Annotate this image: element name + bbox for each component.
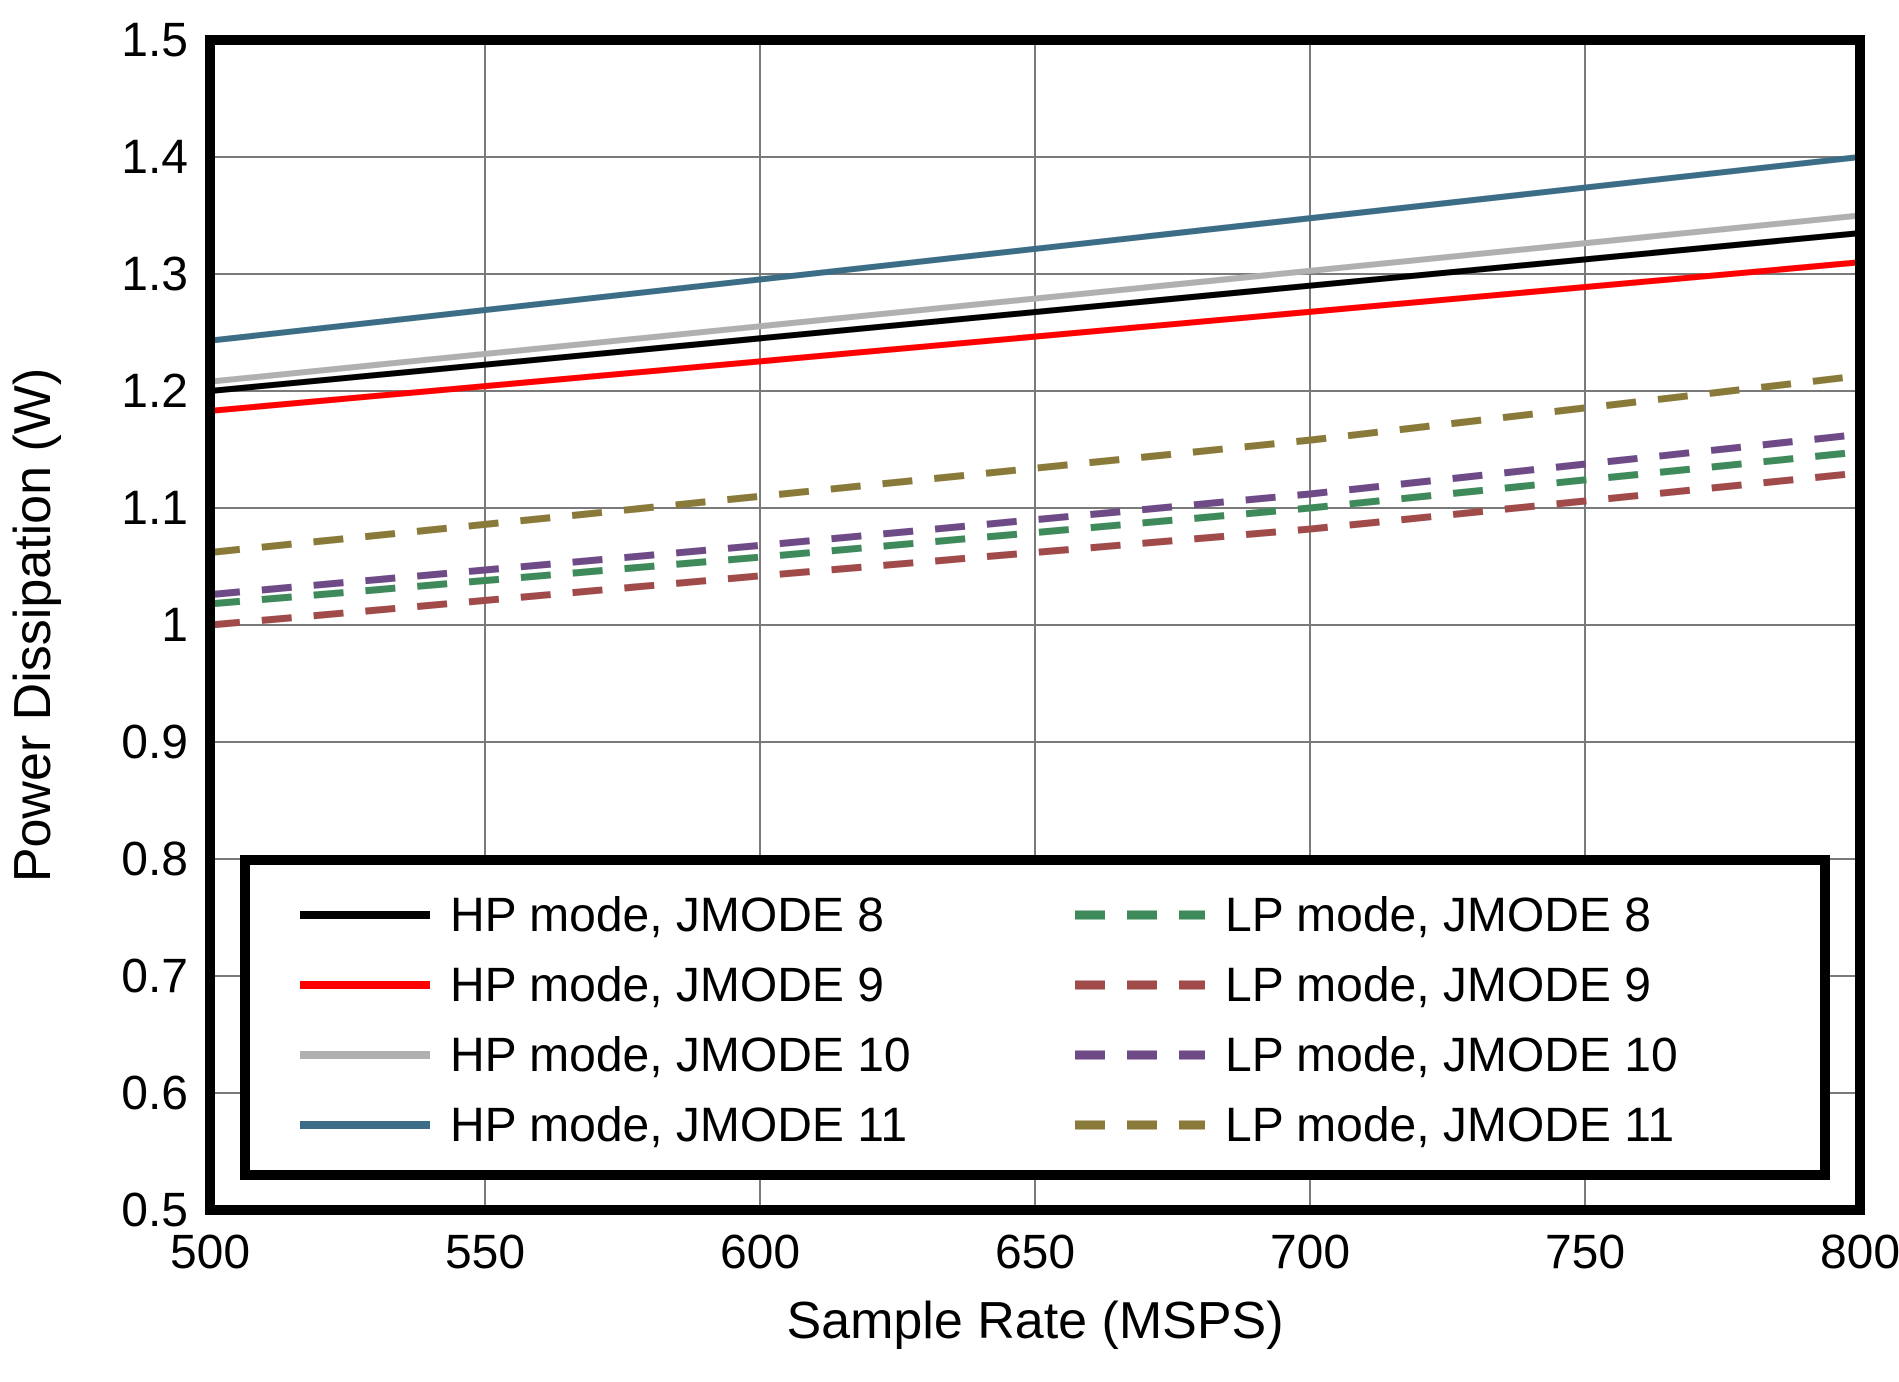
chart-container: 500550600650700750800Sample Rate (MSPS)0… — [0, 0, 1899, 1382]
x-tick-label: 550 — [445, 1226, 525, 1279]
y-tick-label: 1.3 — [121, 248, 188, 301]
x-tick-label: 600 — [720, 1226, 800, 1279]
legend-label: HP mode, JMODE 9 — [450, 959, 884, 1012]
y-tick-label: 0.6 — [121, 1067, 188, 1120]
y-axis-label: Power Dissipation (W) — [4, 368, 62, 882]
y-tick-label: 0.9 — [121, 716, 188, 769]
legend-label: LP mode, JMODE 10 — [1225, 1029, 1678, 1082]
y-tick-label: 0.7 — [121, 950, 188, 1003]
legend-label: LP mode, JMODE 8 — [1225, 889, 1651, 942]
legend-label: LP mode, JMODE 9 — [1225, 959, 1651, 1012]
legend-label: HP mode, JMODE 10 — [450, 1029, 911, 1082]
x-tick-label: 750 — [1545, 1226, 1625, 1279]
legend-label: HP mode, JMODE 8 — [450, 889, 884, 942]
x-tick-label: 700 — [1270, 1226, 1350, 1279]
y-tick-label: 1.4 — [121, 131, 188, 184]
power-dissipation-chart: 500550600650700750800Sample Rate (MSPS)0… — [0, 0, 1899, 1382]
x-axis-label: Sample Rate (MSPS) — [786, 1292, 1283, 1350]
legend-label: LP mode, JMODE 11 — [1225, 1099, 1674, 1152]
legend-label: HP mode, JMODE 11 — [450, 1099, 907, 1152]
y-tick-label: 0.5 — [121, 1184, 188, 1237]
x-tick-label: 800 — [1820, 1226, 1899, 1279]
y-tick-label: 0.8 — [121, 833, 188, 886]
y-tick-label: 1.1 — [121, 482, 188, 535]
y-tick-label: 1 — [161, 599, 188, 652]
y-tick-label: 1.2 — [121, 365, 188, 418]
x-tick-label: 650 — [995, 1226, 1075, 1279]
y-tick-label: 1.5 — [121, 14, 188, 67]
